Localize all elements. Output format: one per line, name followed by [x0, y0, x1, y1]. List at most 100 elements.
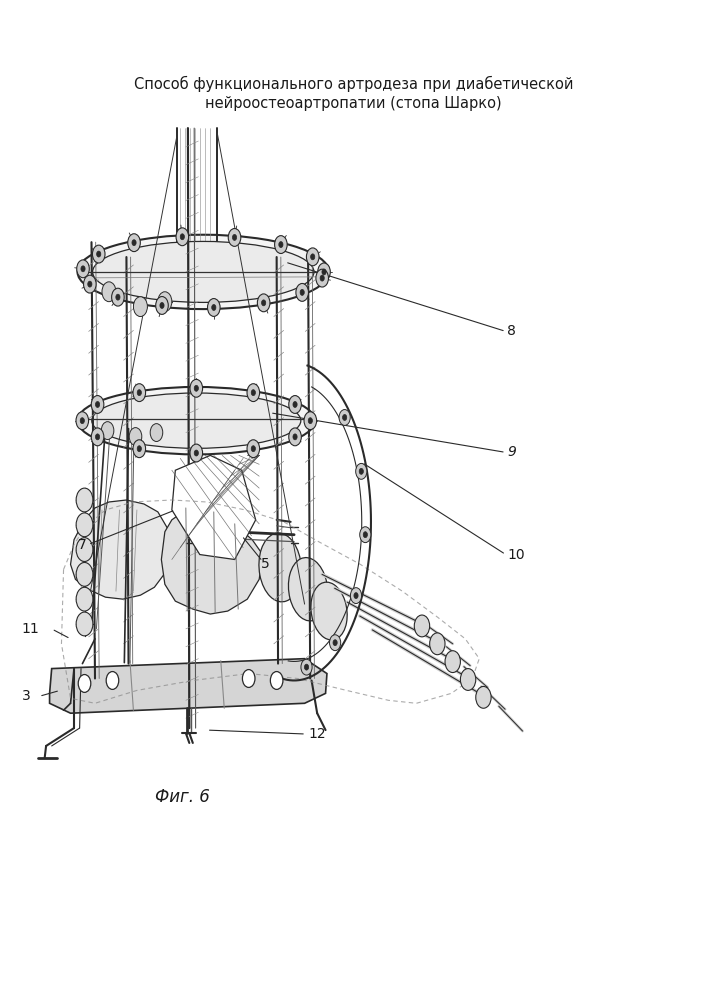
- Circle shape: [102, 282, 116, 302]
- Circle shape: [354, 593, 358, 599]
- Circle shape: [359, 468, 363, 474]
- Text: нейроостеоартропатии (стопа Шарко): нейроостеоартропатии (стопа Шарко): [205, 96, 502, 111]
- Circle shape: [95, 434, 100, 440]
- Ellipse shape: [311, 582, 347, 640]
- Circle shape: [333, 640, 337, 646]
- Circle shape: [300, 289, 304, 295]
- Circle shape: [91, 396, 104, 413]
- Circle shape: [329, 635, 341, 651]
- Circle shape: [274, 236, 287, 253]
- Circle shape: [101, 422, 114, 440]
- Circle shape: [129, 428, 142, 445]
- Circle shape: [270, 672, 283, 689]
- Circle shape: [305, 664, 309, 670]
- Circle shape: [77, 260, 89, 278]
- Circle shape: [194, 450, 199, 456]
- Text: 12: 12: [308, 727, 326, 741]
- Circle shape: [316, 269, 329, 287]
- Ellipse shape: [78, 387, 315, 454]
- Text: 5: 5: [262, 557, 270, 571]
- Circle shape: [160, 302, 164, 308]
- Circle shape: [76, 538, 93, 561]
- Circle shape: [190, 379, 203, 397]
- Circle shape: [304, 412, 317, 430]
- Circle shape: [322, 269, 326, 275]
- Circle shape: [81, 266, 85, 272]
- Circle shape: [134, 297, 147, 317]
- Circle shape: [445, 651, 460, 673]
- Circle shape: [343, 415, 346, 420]
- Circle shape: [243, 670, 255, 687]
- Circle shape: [76, 562, 93, 586]
- Circle shape: [288, 428, 301, 446]
- Circle shape: [211, 305, 216, 310]
- Circle shape: [156, 297, 168, 314]
- Circle shape: [116, 294, 120, 300]
- Circle shape: [301, 659, 312, 675]
- Circle shape: [76, 488, 93, 512]
- Circle shape: [112, 288, 124, 306]
- Circle shape: [132, 240, 136, 246]
- Circle shape: [95, 402, 100, 407]
- Circle shape: [194, 385, 199, 391]
- Circle shape: [233, 234, 237, 240]
- Polygon shape: [49, 659, 327, 713]
- Circle shape: [351, 588, 361, 604]
- Circle shape: [293, 434, 297, 440]
- Circle shape: [228, 229, 241, 246]
- Circle shape: [476, 686, 491, 708]
- Circle shape: [430, 633, 445, 655]
- Circle shape: [76, 587, 93, 611]
- Circle shape: [310, 254, 315, 260]
- Ellipse shape: [259, 533, 301, 602]
- Circle shape: [306, 248, 319, 266]
- Text: Фиг. 6: Фиг. 6: [155, 788, 210, 806]
- Text: 11: 11: [22, 622, 40, 636]
- Text: Способ функционального артродеза при диабетической: Способ функционального артродеза при диа…: [134, 75, 573, 92]
- Circle shape: [80, 418, 84, 424]
- Circle shape: [106, 672, 119, 689]
- Circle shape: [293, 402, 297, 407]
- Circle shape: [208, 299, 220, 316]
- Circle shape: [190, 444, 203, 462]
- Circle shape: [133, 384, 146, 402]
- Circle shape: [180, 234, 185, 240]
- Text: 3: 3: [22, 689, 30, 703]
- Polygon shape: [172, 455, 256, 560]
- Ellipse shape: [92, 393, 300, 448]
- Text: 8: 8: [507, 324, 516, 338]
- Circle shape: [93, 245, 105, 263]
- Ellipse shape: [288, 558, 328, 621]
- Text: 7: 7: [78, 538, 87, 552]
- Circle shape: [78, 675, 90, 692]
- Circle shape: [308, 418, 312, 424]
- Circle shape: [279, 242, 283, 248]
- Circle shape: [83, 275, 96, 293]
- Circle shape: [356, 463, 367, 479]
- Ellipse shape: [78, 235, 329, 309]
- Circle shape: [76, 412, 88, 430]
- Circle shape: [97, 251, 101, 257]
- Circle shape: [247, 384, 259, 402]
- Polygon shape: [71, 500, 172, 599]
- Circle shape: [460, 669, 476, 690]
- Circle shape: [176, 228, 189, 246]
- Circle shape: [251, 446, 255, 452]
- Circle shape: [414, 615, 430, 637]
- Circle shape: [88, 281, 92, 287]
- Circle shape: [251, 390, 255, 396]
- Circle shape: [133, 440, 146, 458]
- Text: 9: 9: [507, 445, 516, 459]
- Circle shape: [76, 513, 93, 537]
- Text: 10: 10: [507, 548, 525, 562]
- Circle shape: [320, 275, 325, 281]
- Circle shape: [317, 263, 330, 281]
- Circle shape: [288, 396, 301, 413]
- Circle shape: [257, 294, 270, 312]
- Circle shape: [137, 446, 141, 452]
- Circle shape: [339, 410, 350, 425]
- Polygon shape: [161, 508, 263, 614]
- Circle shape: [360, 527, 371, 543]
- Circle shape: [262, 300, 266, 306]
- Circle shape: [296, 283, 308, 301]
